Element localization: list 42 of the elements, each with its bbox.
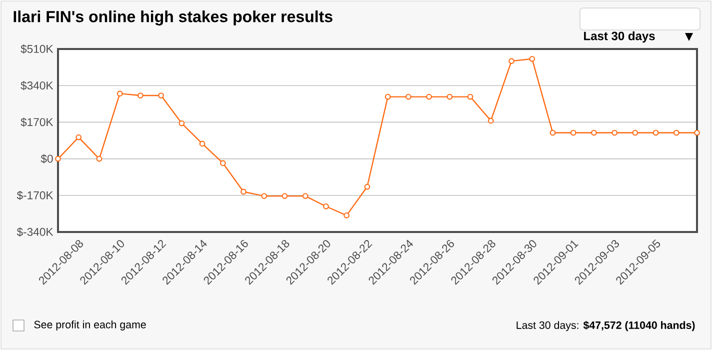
y-tick-label: $-340K [16,227,54,237]
point [570,130,576,136]
point [240,188,246,195]
point [138,92,144,98]
point [76,134,82,140]
point [488,118,494,124]
y-tick-label: $170K [20,118,54,127]
text: See profit in each game [34,320,146,330]
point [384,94,391,100]
point [323,203,329,210]
point [590,130,597,136]
point [405,94,412,100]
text: Last 30 days: $47,572 (11040 hands) [516,320,695,332]
point [632,130,638,136]
point [652,130,659,136]
point [220,160,226,166]
y-tick-label: $0 [40,154,53,164]
point [673,130,680,136]
point [426,94,432,100]
point [158,92,164,98]
point [96,156,102,162]
point [282,193,288,199]
point [508,58,514,64]
point [55,156,61,162]
point [178,120,185,126]
y-tick-label: $510K [20,44,54,54]
point [364,184,370,190]
point [550,130,556,136]
point [302,193,308,199]
point [344,212,350,218]
point [467,94,474,100]
point [261,193,268,199]
chart-title: Ilari FIN's online high stakes poker results [14,10,332,26]
point [446,94,453,100]
text: Last 30 days [584,31,655,43]
y-tick-label: $340K [20,81,54,90]
point [116,90,123,97]
point [612,130,618,136]
y-tick-label: $-170K [16,190,54,200]
point [199,140,206,147]
point [694,130,700,136]
point [529,56,536,62]
